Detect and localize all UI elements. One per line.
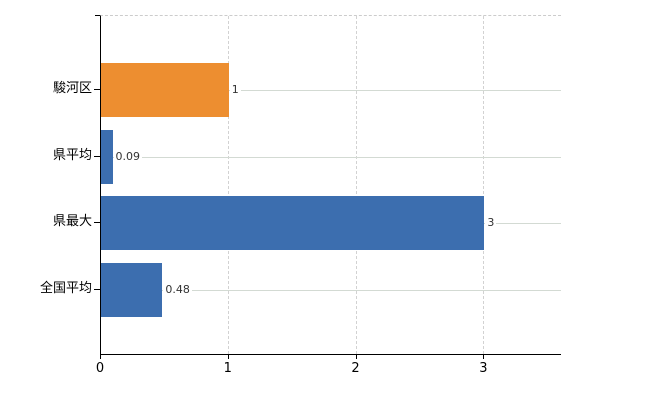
y-axis-tick (94, 155, 100, 157)
value-label: 0.09 (113, 148, 142, 164)
x-axis-tick (483, 354, 485, 359)
value-label: 1 (229, 82, 241, 97)
category-label: 県最大 (52, 214, 92, 229)
grid-line-horizontal (101, 90, 561, 91)
x-axis-tick (100, 354, 101, 359)
y-axis-tick (94, 222, 100, 223)
category-label: 駿河区 (52, 81, 92, 96)
grid-line-horizontal (101, 156, 561, 158)
value-label: 3 (485, 215, 497, 230)
x-axis-tick (227, 354, 229, 359)
grid-line-horizontal (101, 289, 561, 291)
x-axis-tick (355, 354, 357, 359)
x-tick-label: 2 (351, 361, 360, 376)
bar-3 (101, 196, 485, 250)
y-axis-tick (94, 288, 100, 290)
y-axis-top-tick (95, 15, 100, 16)
grid-line-vertical (483, 16, 485, 354)
grid-line-vertical (227, 16, 229, 354)
value-label: 0.48 (163, 281, 192, 297)
category-label: 県平均 (52, 147, 92, 163)
grid-line-vertical (355, 16, 357, 354)
y-axis-tick (94, 89, 100, 90)
category-label: 全国平均 (39, 280, 92, 296)
x-tick-label: 3 (479, 361, 488, 376)
plot-area: 1 0.09 3 0.48 (100, 15, 561, 355)
bar-2 (101, 129, 113, 184)
x-tick-label: 1 (223, 361, 232, 376)
bar-1 (101, 63, 229, 117)
x-tick-label: 0 (95, 361, 105, 376)
bar-4 (101, 262, 163, 317)
